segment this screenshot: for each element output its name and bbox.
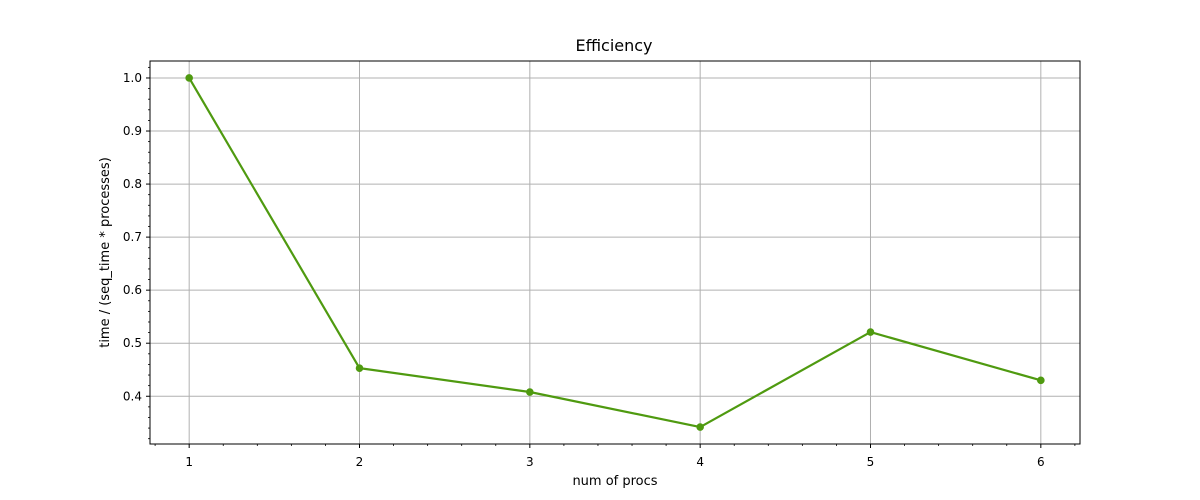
y-tick-label: 1.0: [123, 71, 142, 85]
data-point: [526, 388, 534, 396]
y-tick-label: 0.6: [123, 283, 142, 297]
y-axis-label: time / (seq_time * processes): [98, 157, 113, 348]
plot-frame: [149, 60, 1081, 445]
axis-ticks: 1 2 3 4 5 6 0.4 0.5 0.6 0.7 0.8 0.9 1.0: [123, 66, 1076, 469]
data-point: [1037, 376, 1045, 385]
grid-lines: [150, 61, 1080, 444]
x-tick-label: 2: [356, 455, 364, 469]
data-point: [696, 423, 704, 431]
x-axis-label: num of procs: [572, 474, 657, 489]
x-tick-label: 4: [696, 455, 704, 469]
data-point: [866, 328, 875, 336]
efficiency-line-series: [188, 76, 1042, 429]
y-tick-label: 0.7: [123, 230, 142, 244]
data-point: [185, 74, 193, 82]
chart-title: Efficiency: [575, 36, 652, 55]
y-tick-label: 0.9: [123, 124, 142, 138]
y-tick-label: 0.8: [123, 177, 142, 191]
data-point: [355, 364, 364, 372]
x-tick-label: 5: [867, 455, 875, 469]
data-series: [188, 76, 1042, 429]
y-tick-label: 0.4: [123, 389, 142, 403]
x-tick-label: 6: [1037, 455, 1045, 469]
y-tick-label: 0.5: [123, 336, 142, 350]
data-points: [185, 74, 1045, 431]
x-tick-label: 1: [185, 455, 193, 469]
x-tick-label: 3: [526, 455, 534, 469]
